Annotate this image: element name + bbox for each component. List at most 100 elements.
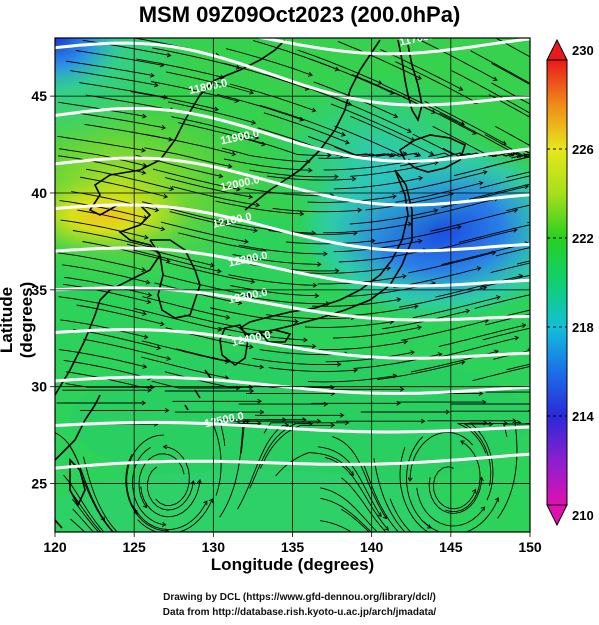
streamline-arrow	[407, 477, 413, 482]
x-tick-label: 145	[439, 539, 463, 555]
streamline-arrow	[403, 547, 407, 551]
streamline	[265, 314, 355, 320]
streamline	[137, 498, 213, 532]
streamline-arrow	[488, 421, 494, 427]
streamline-arrow	[588, 298, 592, 302]
streamline	[175, 348, 264, 368]
streamline-arrow	[115, 534, 119, 538]
streamline	[60, 219, 149, 239]
streamline-arrow	[351, 176, 357, 182]
streamline-arrow	[294, 319, 299, 324]
streamline-arrow	[396, 297, 402, 303]
colorbar-bottom-arrow	[546, 504, 568, 527]
streamline	[164, 371, 253, 388]
streamline-arrow	[330, 384, 335, 390]
streamline	[65, 383, 154, 388]
streamline	[243, 137, 331, 156]
streamline	[223, 158, 312, 171]
streamline	[75, 50, 164, 66]
streamline-arrow	[400, 386, 405, 392]
streamline-arrow	[159, 321, 165, 327]
streamline	[493, 349, 530, 360]
streamline	[377, 361, 465, 381]
streamline-arrow	[410, 350, 415, 356]
streamline	[57, 155, 146, 174]
streamline-arrow	[590, 192, 594, 196]
streamline	[399, 171, 487, 193]
streamline	[134, 308, 222, 331]
streamline-arrow	[389, 90, 395, 95]
streamline-arrow	[458, 86, 464, 91]
y-tick-label: 40	[31, 185, 47, 201]
streamline	[320, 487, 378, 532]
streamline	[82, 456, 118, 532]
streamline	[431, 337, 519, 360]
streamline	[230, 285, 319, 297]
x-tick-label: 120	[43, 539, 67, 555]
streamline	[332, 436, 387, 519]
streamline-arrow	[413, 304, 419, 309]
streamline	[259, 424, 335, 469]
streamline-arrow	[521, 323, 527, 329]
streamline-arrow	[476, 266, 482, 271]
streamline-arrow	[154, 207, 160, 213]
streamline-arrow	[250, 279, 256, 285]
streamline-arrow	[235, 64, 241, 70]
streamline	[171, 186, 260, 206]
streamline-arrow	[413, 544, 417, 548]
streamline-arrow	[460, 360, 466, 365]
streamline	[133, 500, 208, 530]
streamline-arrow	[482, 169, 488, 175]
streamline-arrow	[568, 154, 572, 158]
streamline-arrow	[196, 479, 202, 484]
streamline-arrow	[471, 488, 477, 494]
streamline-arrow	[214, 106, 219, 112]
streamline-arrow	[147, 292, 153, 298]
streamline-arrow	[255, 202, 261, 208]
streamline	[219, 421, 249, 518]
streamline-arrow	[345, 139, 350, 145]
streamline-arrow	[478, 391, 484, 396]
colorbar-label: 226	[572, 142, 594, 157]
streamline-arrow	[257, 420, 262, 426]
streamline-arrow	[234, 98, 240, 103]
streamline	[136, 58, 225, 79]
streamline	[479, 175, 530, 189]
streamline-arrow	[574, 80, 578, 84]
streamline-arrow	[512, 418, 517, 424]
streamline	[337, 41, 422, 80]
streamline	[286, 240, 375, 245]
streamline	[430, 209, 518, 232]
streamline-arrow	[502, 140, 507, 146]
streamline	[263, 422, 349, 434]
streamline	[297, 49, 382, 85]
streamline-arrow	[147, 387, 152, 393]
streamline-arrow	[311, 107, 317, 113]
streamline	[152, 47, 240, 69]
streamline-arrow	[417, 238, 423, 244]
streamline-arrow	[478, 180, 484, 186]
streamline	[77, 209, 165, 230]
streamline	[373, 458, 406, 532]
streamline-arrow	[142, 364, 148, 369]
streamline-arrow	[257, 398, 262, 404]
streamline-arrow	[382, 514, 388, 520]
streamline-arrow	[261, 248, 267, 254]
streamline-arrow	[407, 128, 412, 134]
streamline	[399, 286, 487, 308]
streamline-arrow	[432, 533, 436, 537]
streamline-arrow	[227, 163, 233, 169]
streamline	[341, 508, 370, 532]
weather-map: 11700.011800.011900.012000.012100.012200…	[31, 37, 594, 555]
streamline	[469, 183, 530, 200]
y-tick-labels: 25 30 35 40 45	[31, 88, 47, 491]
streamline-arrow	[457, 224, 462, 230]
streamline-arrow	[165, 258, 171, 264]
streamline	[334, 125, 419, 157]
streamline-arrow	[142, 113, 147, 119]
streamline	[63, 359, 152, 379]
streamline-arrow	[249, 89, 255, 95]
streamline	[320, 497, 372, 532]
streamline	[151, 380, 240, 389]
streamline-arrow	[159, 62, 165, 68]
